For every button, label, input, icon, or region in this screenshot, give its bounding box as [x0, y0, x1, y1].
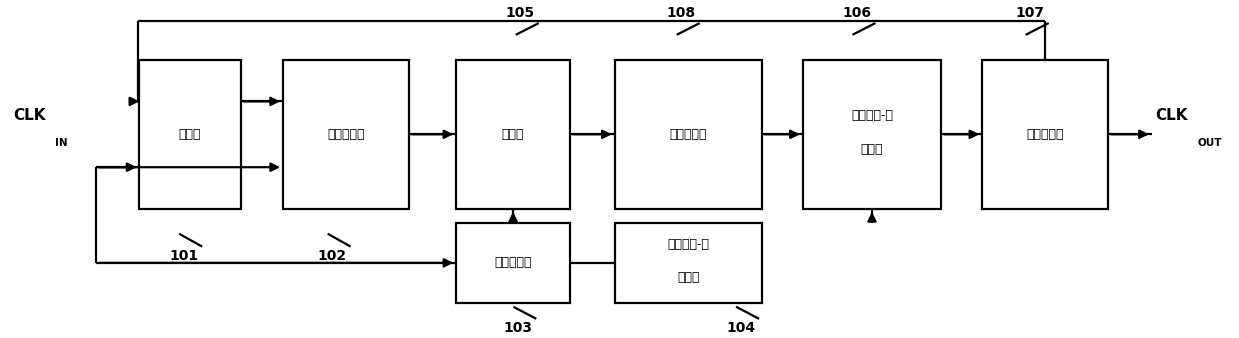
Text: 101: 101: [170, 249, 198, 263]
Text: 105: 105: [506, 6, 535, 21]
Text: 第二电压-电: 第二电压-电: [851, 109, 893, 122]
Text: 流转换: 流转换: [861, 143, 883, 156]
Bar: [615, 222, 762, 303]
Text: 104: 104: [726, 321, 756, 335]
Text: OUT: OUT: [1197, 138, 1222, 148]
Bar: [282, 59, 409, 209]
Text: IN: IN: [56, 138, 68, 148]
Text: 102: 102: [318, 249, 347, 263]
Bar: [139, 59, 240, 209]
Text: 环路滤波器: 环路滤波器: [669, 128, 707, 141]
Text: 自适应驱动: 自适应驱动: [494, 256, 532, 269]
Text: 鉴频鉴相器: 鉴频鉴相器: [327, 128, 364, 141]
Bar: [803, 59, 942, 209]
Text: 电荷泵: 电荷泵: [502, 128, 524, 141]
Text: CLK: CLK: [14, 107, 46, 123]
Text: 106: 106: [843, 6, 871, 21]
Bar: [456, 222, 570, 303]
Text: 108: 108: [667, 6, 696, 21]
Bar: [983, 59, 1109, 209]
Text: 107: 107: [1016, 6, 1044, 21]
Bar: [615, 59, 762, 209]
Text: 分频器: 分频器: [178, 128, 201, 141]
Text: 103: 103: [503, 321, 533, 335]
Text: 环形振荡器: 环形振荡器: [1026, 128, 1064, 141]
Bar: [456, 59, 570, 209]
Text: CLK: CLK: [1156, 107, 1188, 123]
Text: 流转换: 流转换: [676, 271, 700, 285]
Text: 第一电压-电: 第一电压-电: [667, 238, 709, 251]
